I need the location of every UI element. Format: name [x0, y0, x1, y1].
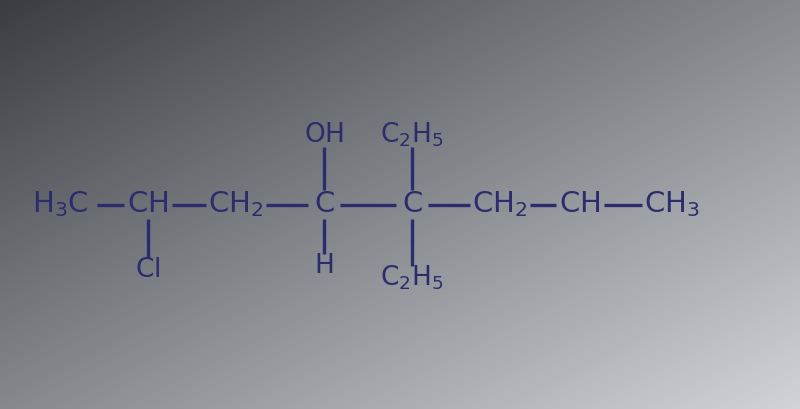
Text: $\mathregular{CH_2}$: $\mathregular{CH_2}$ — [208, 190, 264, 219]
Text: $\mathregular{CH_3}$: $\mathregular{CH_3}$ — [644, 190, 700, 219]
Text: $\mathregular{CH}$: $\mathregular{CH}$ — [559, 191, 601, 218]
Text: $\mathregular{OH}$: $\mathregular{OH}$ — [304, 122, 344, 148]
Text: $\mathregular{C}$: $\mathregular{C}$ — [402, 191, 422, 218]
Text: $\mathregular{C}$: $\mathregular{C}$ — [314, 191, 334, 218]
Text: $\mathregular{Cl}$: $\mathregular{Cl}$ — [135, 257, 161, 283]
Text: $\mathregular{C_2H_5}$: $\mathregular{C_2H_5}$ — [380, 121, 444, 149]
Text: $\mathregular{C_2H_5}$: $\mathregular{C_2H_5}$ — [380, 264, 444, 292]
Text: $\mathregular{CH}$: $\mathregular{CH}$ — [127, 191, 169, 218]
Text: $\mathregular{H}$: $\mathregular{H}$ — [314, 253, 334, 279]
Text: $\mathregular{H_3C}$: $\mathregular{H_3C}$ — [32, 190, 88, 219]
Text: $\mathregular{CH_2}$: $\mathregular{CH_2}$ — [472, 190, 528, 219]
